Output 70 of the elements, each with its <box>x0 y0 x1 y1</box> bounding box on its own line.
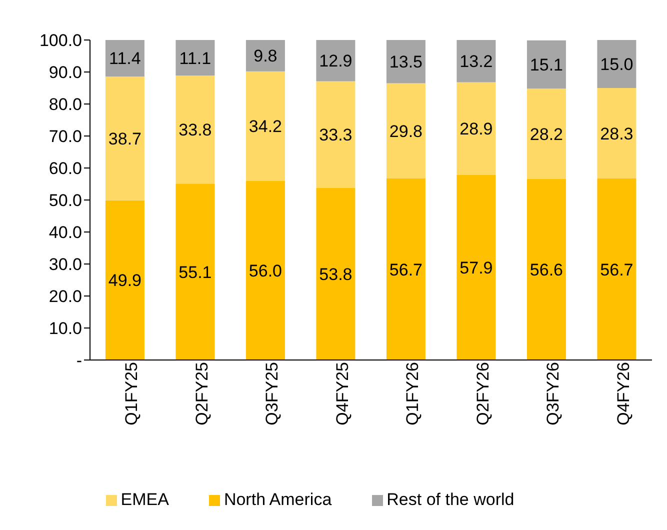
data-label: 28.2 <box>530 124 563 144</box>
data-label: 55.1 <box>178 262 212 282</box>
data-label: 28.9 <box>460 119 493 138</box>
bar <box>176 184 215 360</box>
x-tick-label: Q4FY26 <box>614 362 633 426</box>
bar <box>105 40 144 76</box>
bar <box>456 40 496 82</box>
x-tick-label: Q4FY25 <box>332 362 352 426</box>
bar <box>246 71 285 181</box>
bar <box>597 40 636 88</box>
bar <box>105 76 144 200</box>
y-tick-label: 30.0 <box>48 255 82 274</box>
data-label: 38.7 <box>108 129 142 148</box>
data-label: 57.9 <box>460 258 493 278</box>
data-label: 15.0 <box>600 55 634 74</box>
data-label: 53.8 <box>319 264 352 284</box>
bar <box>316 81 356 188</box>
bar <box>246 180 285 360</box>
bar <box>176 76 215 184</box>
x-tick-label: Q3FY25 <box>262 362 282 426</box>
y-tick-label: 90.0 <box>48 63 82 82</box>
data-label: 56.7 <box>600 260 634 280</box>
data-label: 11.1 <box>179 48 212 68</box>
y-tick-label: 10.0 <box>48 319 82 338</box>
x-tick-label: Q1FY26 <box>403 362 422 426</box>
data-label: 28.3 <box>600 124 634 144</box>
y-tick-label: 60.0 <box>48 159 82 178</box>
bar <box>316 188 356 360</box>
bar <box>526 88 566 179</box>
data-label: 13.5 <box>389 52 422 72</box>
legend-label: EMEA <box>120 490 169 509</box>
bar <box>597 178 636 360</box>
data-label: 56.7 <box>389 260 422 280</box>
data-label: 15.1 <box>530 55 563 74</box>
y-tick-label: 100.0 <box>39 31 82 50</box>
x-tick-label: Q2FY26 <box>473 362 492 426</box>
y-tick-label: 20.0 <box>48 287 82 306</box>
bar <box>105 200 144 360</box>
data-label: 33.8 <box>178 120 212 140</box>
bar <box>386 40 426 84</box>
data-label: 9.8 <box>254 46 278 66</box>
bar <box>456 174 496 360</box>
y-tick-label: - <box>76 351 82 370</box>
x-tick-label: Q1FY25 <box>122 362 142 426</box>
data-label: 33.3 <box>319 126 352 145</box>
data-label: 12.9 <box>319 52 352 71</box>
bar <box>456 82 496 175</box>
bar <box>246 40 285 72</box>
data-label: 13.2 <box>460 52 493 72</box>
bar <box>526 178 566 360</box>
y-tick-label: 70.0 <box>48 127 82 146</box>
data-label: 56.0 <box>248 261 282 280</box>
bar <box>597 88 636 179</box>
bar <box>176 40 215 76</box>
bar <box>386 83 426 179</box>
bar <box>526 40 566 89</box>
data-label: 29.8 <box>389 122 422 141</box>
x-tick-label: Q2FY25 <box>192 362 212 426</box>
data-label: 34.2 <box>248 117 282 136</box>
data-label: 49.9 <box>108 271 142 290</box>
y-tick-label: 50.0 <box>48 191 82 210</box>
y-tick-label: 80.0 <box>48 95 82 114</box>
bar <box>316 40 356 82</box>
y-tick-label: 40.0 <box>48 223 82 242</box>
bar <box>386 178 426 360</box>
data-label: 56.6 <box>530 260 563 280</box>
legend-label: Rest of the world <box>386 490 514 509</box>
data-label: 11.4 <box>109 49 141 68</box>
legend-label: North America <box>224 490 332 509</box>
x-tick-label: Q3FY26 <box>544 362 563 426</box>
